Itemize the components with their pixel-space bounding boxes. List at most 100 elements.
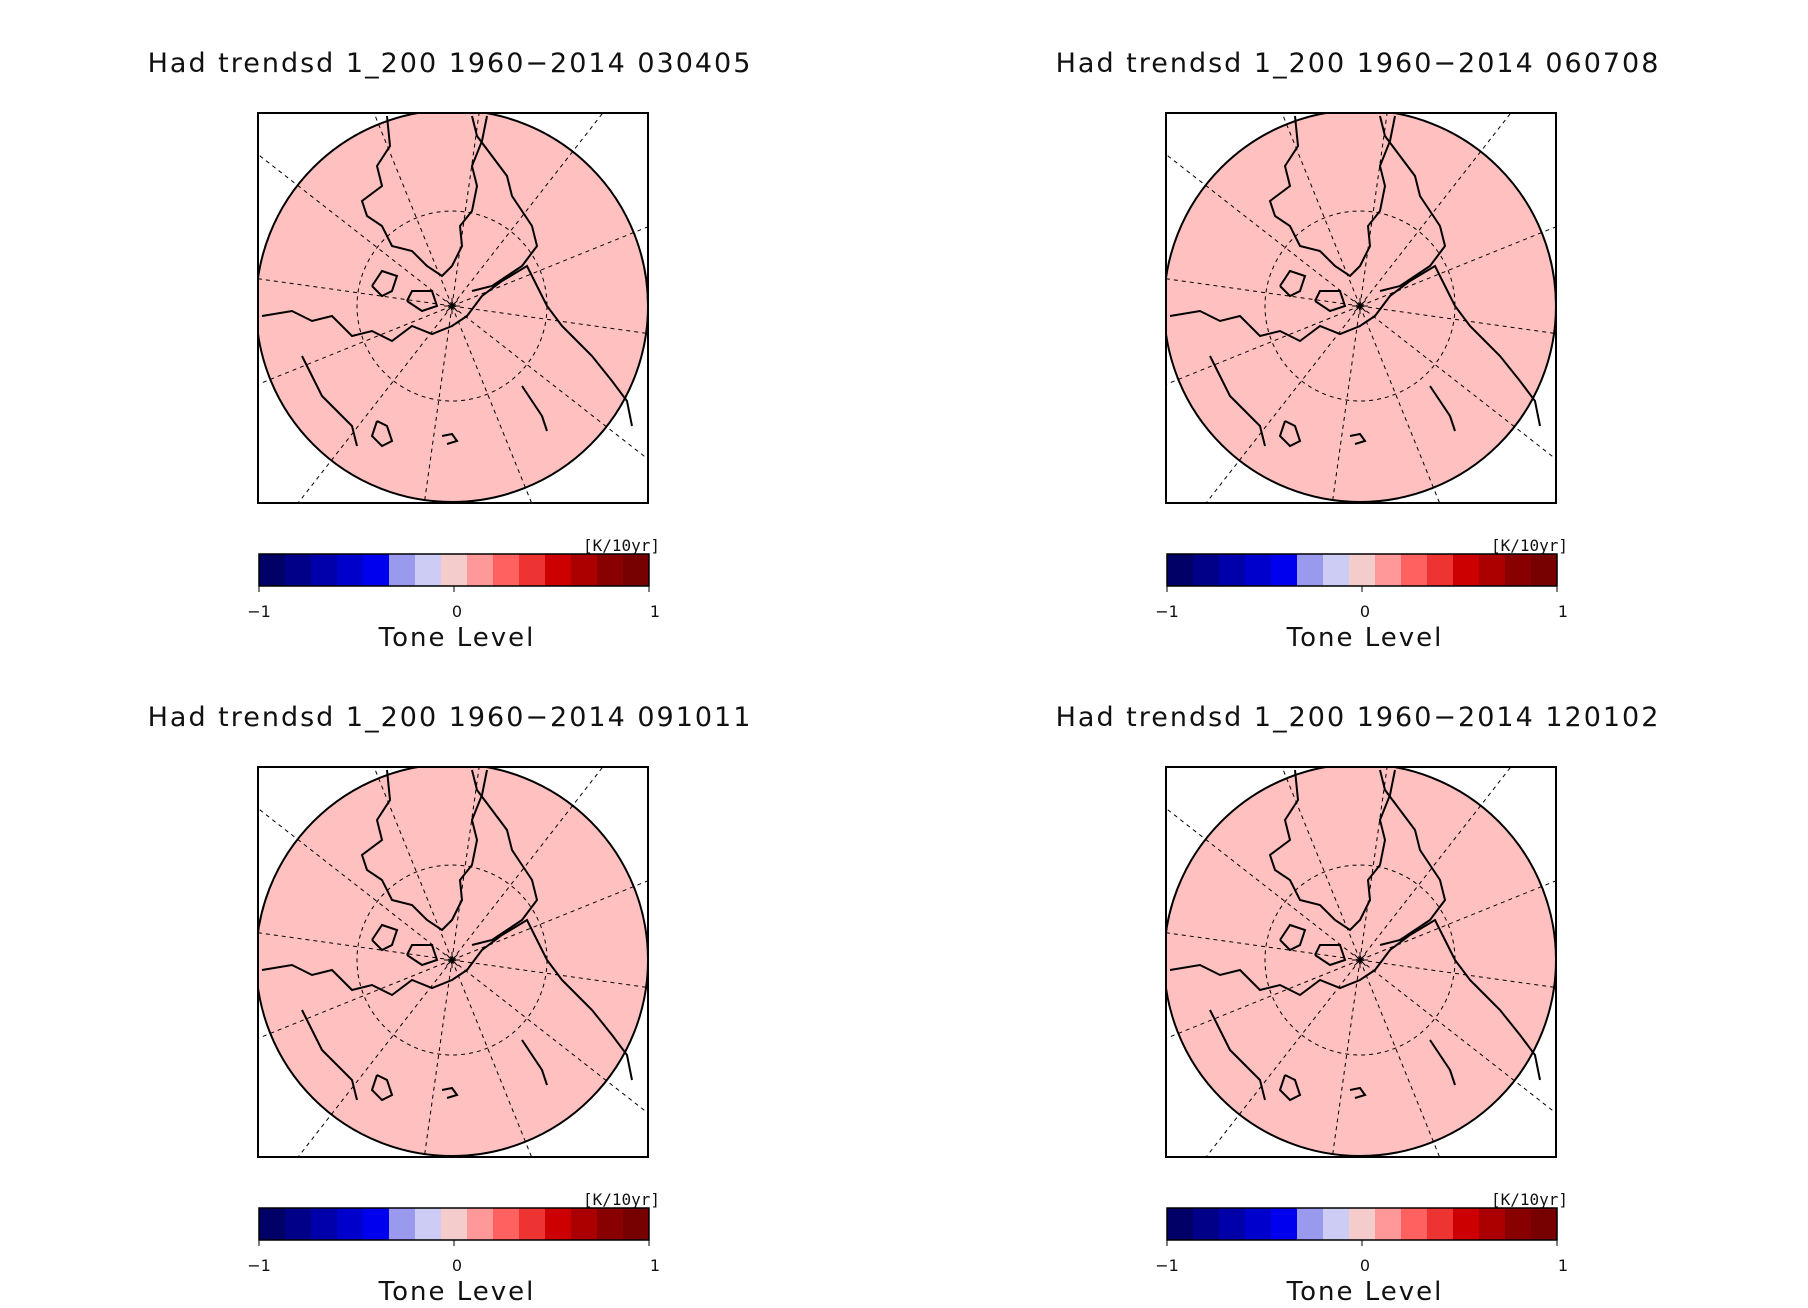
colorbar-swatch: [571, 1208, 598, 1240]
colorbar-swatch: [597, 554, 624, 586]
coastline: [370, 1074, 394, 1102]
map-panel-2: Had trendsd 1_200 1960−2014 060708 [K/10…: [908, 0, 1808, 654]
meridian-line: [451, 113, 604, 307]
colorbar-label: Tone Level: [1286, 1277, 1444, 1307]
colorbar-tick-min: −1: [1155, 602, 1179, 621]
meridian-line: [1331, 305, 1361, 503]
colorbar: [1166, 1207, 1558, 1246]
colorbar-swatch: [1297, 554, 1324, 586]
colorbar-tick-min: −1: [1155, 1256, 1179, 1275]
meridian-line: [451, 767, 480, 961]
colorbar-swatch: [1427, 1208, 1454, 1240]
coastline: [406, 290, 439, 313]
meridian-line: [451, 959, 648, 989]
colorbar: [258, 1207, 650, 1246]
coastline: [301, 355, 358, 447]
coastline: [261, 264, 633, 427]
coastline: [1314, 290, 1347, 313]
coastline: [1278, 1074, 1302, 1102]
meridian-line: [1331, 959, 1361, 1157]
colorbar-swatch: [1531, 1208, 1558, 1240]
meridian-line: [1166, 153, 1361, 307]
colorbar-swatch: [1453, 1208, 1480, 1240]
colorbar-swatch: [1453, 554, 1480, 586]
colorbar-swatch: [1375, 554, 1402, 586]
colorbar-tick-mid: 0: [1359, 602, 1371, 621]
colorbar-swatch: [1505, 1208, 1532, 1240]
meridian-line: [297, 305, 453, 503]
coastline: [1379, 769, 1447, 946]
colorbar-swatch: [1427, 554, 1454, 586]
meridian-line: [373, 767, 453, 961]
colorbar: [1166, 553, 1558, 592]
map-frame: [1165, 112, 1557, 504]
coastline: [441, 1086, 459, 1099]
pole-marker: [445, 953, 459, 967]
colorbar-swatch: [1193, 554, 1220, 586]
coastline: [1314, 944, 1347, 967]
map-panel-1: Had trendsd 1_200 1960−2014 030405 [K/10…: [0, 0, 900, 654]
meridian-line: [1166, 305, 1361, 385]
meridian-line: [1359, 305, 1441, 503]
meridian-line: [1205, 305, 1361, 503]
meridian-line: [1359, 113, 1512, 307]
colorbar-swatch: [623, 1208, 650, 1240]
pole-marker: [1353, 953, 1367, 967]
meridian-line: [1166, 932, 1361, 961]
coastline: [1349, 1086, 1367, 1099]
panel-title: Had trendsd 1_200 1960−2014 120102: [1055, 702, 1661, 733]
meridian-line: [1359, 305, 1556, 335]
colorbar-label: Tone Level: [378, 623, 536, 653]
colorbar-swatch: [311, 1208, 338, 1240]
meridian-line: [1359, 959, 1441, 1157]
meridian-line: [423, 305, 453, 503]
colorbar-swatch: [1505, 554, 1532, 586]
colorbar-swatch: [389, 554, 416, 586]
colorbar-unit: [K/10yr]: [583, 536, 661, 555]
meridian-line: [451, 305, 533, 503]
meridian-line: [451, 767, 604, 961]
meridian-line: [1359, 959, 1556, 1114]
colorbar-swatch: [363, 554, 390, 586]
meridian-line: [451, 113, 480, 307]
panel-title: Had trendsd 1_200 1960−2014 091011: [147, 702, 753, 733]
colorbar-swatch: [1245, 1208, 1272, 1240]
map-panel-3: Had trendsd 1_200 1960−2014 091011 [K/10…: [0, 654, 900, 1308]
colorbar-swatch: [519, 1208, 546, 1240]
colorbar-swatch: [311, 554, 338, 586]
coastline: [371, 269, 399, 298]
colorbar-swatch: [597, 1208, 624, 1240]
coastline: [1349, 432, 1367, 445]
coastline: [1379, 115, 1447, 292]
colorbar: [258, 553, 650, 592]
colorbar-swatch: [1349, 554, 1376, 586]
coastline: [371, 923, 399, 952]
polar-map: [257, 112, 649, 504]
colorbar-swatch: [389, 1208, 416, 1240]
coastline: [261, 918, 633, 1081]
colorbar-swatch: [571, 554, 598, 586]
colorbar-swatch: [1375, 1208, 1402, 1240]
meridian-line: [1359, 226, 1556, 307]
colorbar-swatch: [1349, 1208, 1376, 1240]
meridian-line: [1166, 278, 1361, 307]
meridian-line: [1359, 880, 1556, 961]
coastline: [1209, 355, 1266, 447]
polar-map: [1165, 112, 1557, 504]
colorbar-label: Tone Level: [1286, 623, 1444, 653]
meridian-line: [258, 932, 453, 961]
map-frame: [1165, 766, 1557, 1158]
colorbar-swatch: [493, 1208, 520, 1240]
coastline: [471, 115, 539, 292]
colorbar-swatch: [415, 1208, 442, 1240]
coastline: [360, 769, 488, 932]
colorbar-swatch: [1479, 1208, 1506, 1240]
colorbar-tick-mid: 0: [1359, 1256, 1371, 1275]
map-frame: [257, 112, 649, 504]
map-clip-group: [1166, 113, 1556, 503]
colorbar-label: Tone Level: [378, 1277, 536, 1307]
polar-map: [1165, 766, 1557, 1158]
meridian-line: [1166, 959, 1361, 1039]
coastline: [1169, 918, 1541, 1081]
coastline: [1268, 115, 1396, 278]
